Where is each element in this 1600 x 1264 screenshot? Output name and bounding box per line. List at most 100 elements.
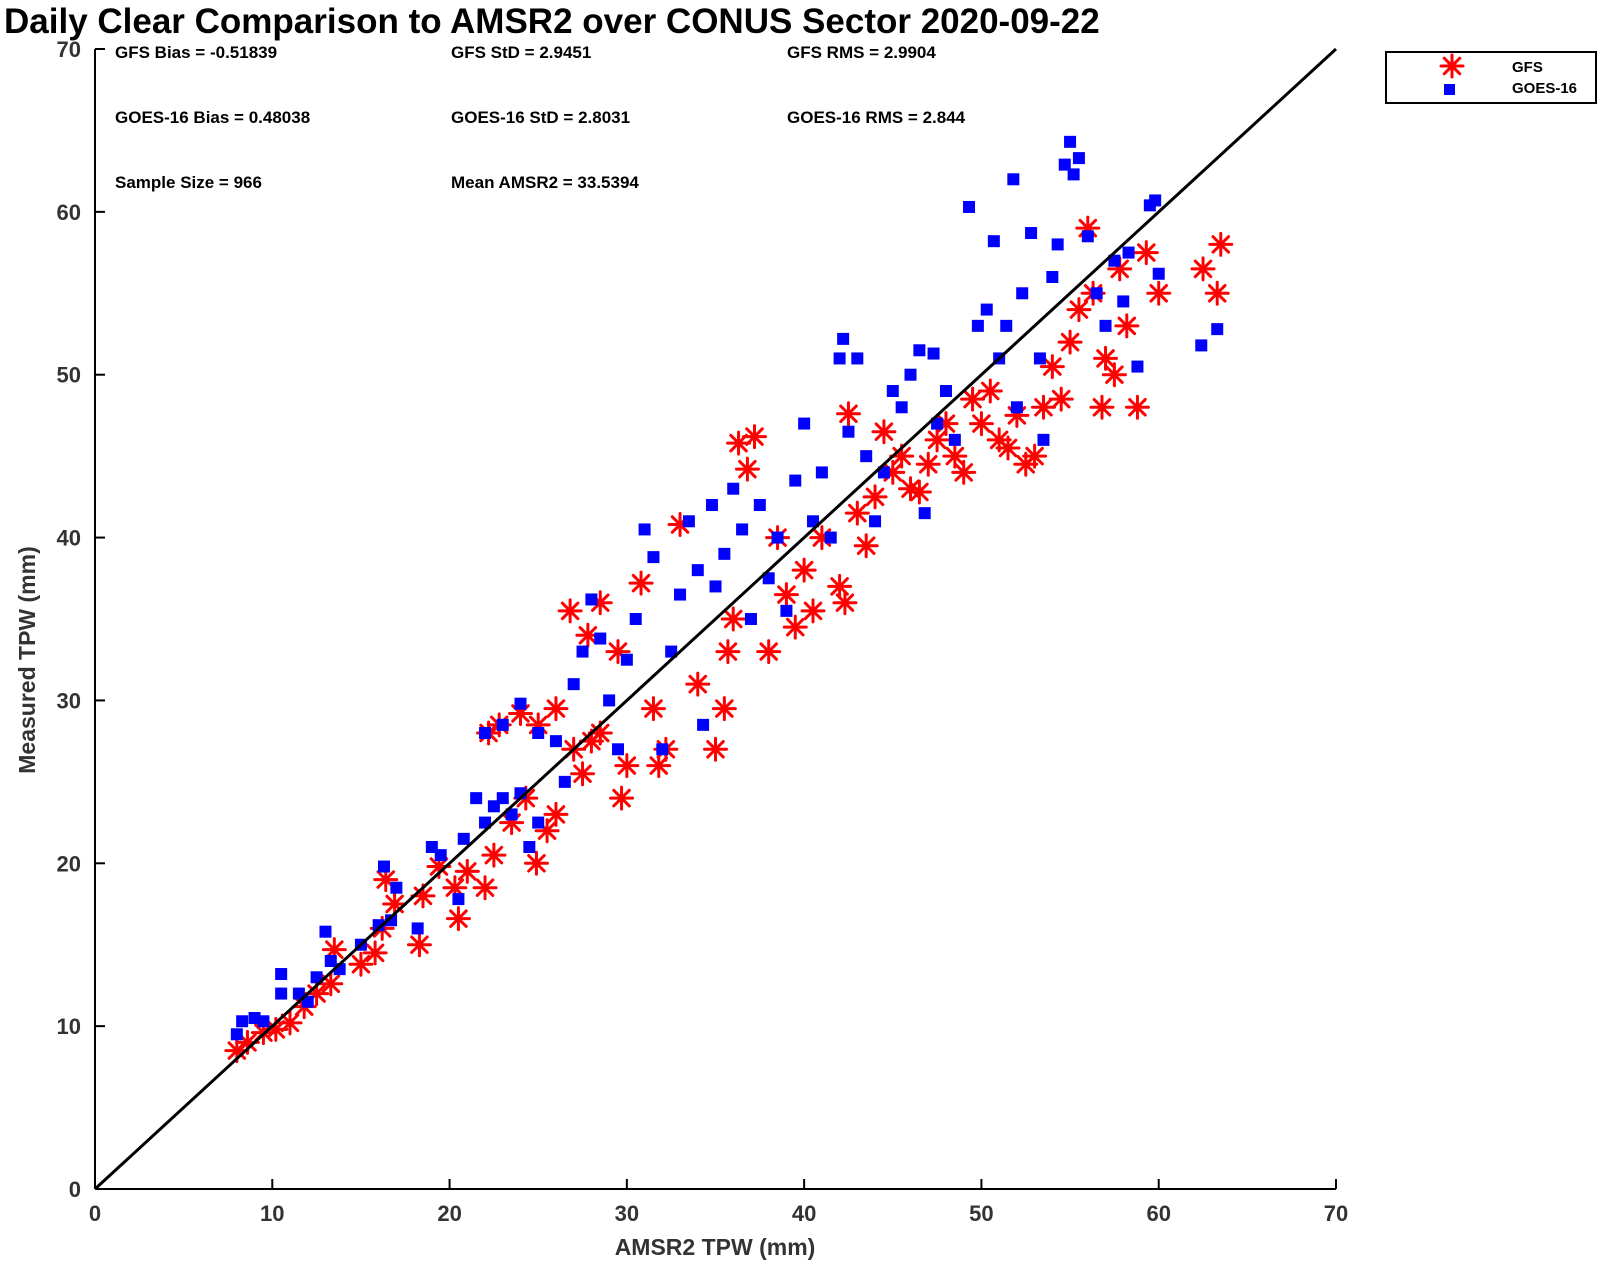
goes-16-point (971, 319, 984, 332)
goes-16-point (815, 466, 828, 479)
gfs-point (640, 696, 666, 722)
goes-16-point (257, 1015, 270, 1028)
goes-16-point (479, 816, 492, 829)
x-tick-label: 50 (969, 1201, 993, 1226)
goes-16-point (980, 303, 993, 316)
goes-16-point (620, 653, 633, 666)
stat-gfs-bias: GFS Bias = -0.51839 (115, 43, 277, 62)
goes-16-point (851, 352, 864, 365)
gfs-point (734, 456, 760, 482)
gfs-point (1208, 231, 1234, 257)
goes-16-point (1037, 433, 1050, 446)
goes-16-point (452, 893, 465, 906)
goes-16-point (1051, 238, 1064, 251)
goes-16-point (789, 474, 802, 487)
goes-16-point (665, 645, 678, 658)
x-axis-label: AMSR2 TPW (mm) (615, 1234, 816, 1260)
gfs-point (906, 479, 932, 505)
goes-16-point (275, 968, 288, 981)
goes-16-point (753, 499, 766, 511)
gfs-point (960, 386, 986, 412)
gfs-point (523, 850, 549, 876)
goes-16-point (736, 523, 749, 536)
legend-goes-label: GOES-16 (1512, 80, 1577, 97)
goes-16-point (948, 433, 961, 446)
goes-16-point (1033, 352, 1046, 365)
gfs-point (1039, 354, 1065, 380)
gfs-point (720, 606, 746, 632)
goes-16-point (837, 332, 850, 345)
x-tick-label: 0 (89, 1201, 101, 1226)
y-tick-label: 70 (57, 37, 81, 62)
gfs-point (1057, 329, 1083, 355)
goes-16-point (434, 849, 447, 862)
gfs-point (1146, 280, 1172, 306)
goes-16-point (987, 235, 1000, 248)
stat-goes-std: GOES-16 StD = 2.8031 (451, 108, 630, 127)
gfs-point (832, 590, 858, 616)
legend-goes-square-icon (1444, 84, 1455, 95)
goes-16-point (762, 572, 775, 585)
gfs-point (575, 622, 601, 648)
gfs-point (773, 582, 799, 608)
goes-16-point (771, 531, 784, 544)
one-to-one-line (93, 47, 1338, 1191)
gfs-point (1204, 280, 1230, 306)
gfs-point (853, 533, 879, 559)
gfs-point (609, 785, 635, 811)
y-tick-label: 20 (57, 851, 81, 876)
goes-16-point (963, 200, 976, 213)
gfs-point (942, 443, 968, 469)
chart-title: Daily Clear Comparison to AMSR2 over CON… (4, 2, 1100, 41)
goes-16-point (594, 632, 607, 645)
goes-16-point (390, 881, 403, 894)
goes-16-point (611, 743, 624, 756)
goes-16-point (1090, 287, 1103, 300)
gfs-point (782, 614, 808, 640)
stat-mean-amsr2: Mean AMSR2 = 33.5394 (451, 173, 639, 192)
gfs-point (454, 858, 480, 884)
gfs-point (557, 598, 583, 624)
goes-16-point (532, 727, 545, 739)
goes-16-point (1149, 194, 1162, 207)
goes-16-point (1046, 271, 1059, 283)
goes-16-point (1117, 295, 1130, 308)
x-tick-label: 40 (792, 1201, 816, 1226)
gfs-point (614, 753, 640, 779)
gfs-point (646, 753, 672, 779)
x-tick-label: 60 (1146, 1201, 1170, 1226)
gfs-point (1030, 394, 1056, 420)
gfs-point (715, 639, 741, 665)
goes-16-point (385, 914, 398, 927)
goes-16-point (705, 499, 718, 511)
goes-16-point (1131, 360, 1144, 373)
gfs-point (800, 598, 826, 624)
gfs-point (703, 736, 728, 762)
goes-16-point (576, 645, 589, 658)
goes-16-point (310, 971, 323, 984)
goes-16-point (1067, 168, 1080, 181)
goes-16-point (647, 551, 660, 564)
goes-16-point (558, 775, 571, 788)
goes-16-point (496, 792, 509, 805)
x-tick-label: 70 (1324, 1201, 1348, 1226)
gfs-point (862, 484, 888, 510)
gfs-point (382, 891, 408, 917)
goes-16-point (869, 515, 882, 528)
goes-16-point (877, 466, 890, 479)
y-tick-label: 10 (57, 1014, 81, 1039)
goes-16-point (842, 425, 855, 438)
goes-16-point (895, 401, 908, 414)
gfs-point (318, 971, 344, 997)
gfs-point (977, 378, 1003, 404)
gfs-point (742, 424, 768, 450)
plot-area: 0 10 20 30 40 50 60 70 0 10 20 30 40 50 60 70 (57, 37, 1349, 1226)
gfs-point (1093, 345, 1119, 371)
gfs-point (835, 401, 861, 427)
statistics-block: GFS Bias = -0.51839 GFS StD = 2.9451 GFS… (115, 43, 966, 192)
goes-16-point (248, 1012, 261, 1024)
y-tick-label: 0 (69, 1177, 81, 1202)
y-axis-label: Measured TPW (mm) (14, 546, 40, 773)
goes-16-point (798, 417, 811, 430)
